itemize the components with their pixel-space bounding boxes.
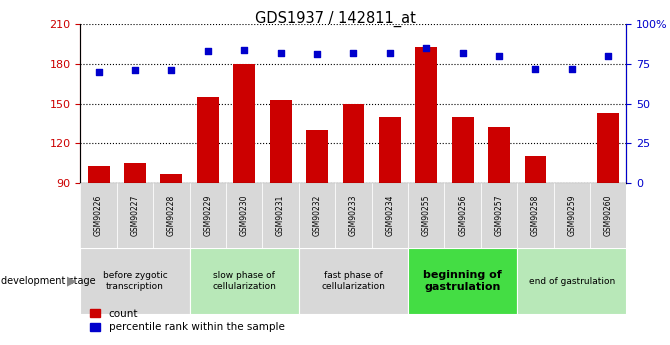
Text: GSM90259: GSM90259 [567,195,576,236]
Bar [263,183,299,248]
Text: GSM90260: GSM90260 [604,195,613,236]
Text: GSM90228: GSM90228 [167,195,176,236]
Bar [525,156,546,183]
Bar [415,47,437,183]
Legend: count, percentile rank within the sample: count, percentile rank within the sample [86,305,289,336]
Bar [408,248,517,314]
Bar [80,183,117,248]
Point [567,66,578,71]
Bar [124,163,146,183]
Text: GSM90256: GSM90256 [458,195,467,236]
Bar [306,130,328,183]
Text: GSM90232: GSM90232 [312,195,322,236]
Point [275,50,286,56]
Bar [190,248,299,314]
Point [348,50,359,56]
Text: fast phase of
cellularization: fast phase of cellularization [322,272,385,291]
Text: before zygotic
transcription: before zygotic transcription [103,272,168,291]
Bar [299,183,335,248]
Text: GSM90231: GSM90231 [276,195,285,236]
Point [421,45,431,51]
Bar [590,183,626,248]
Bar [488,127,510,183]
Text: slow phase of
cellularization: slow phase of cellularization [212,272,276,291]
Bar [197,97,218,183]
Bar [342,104,364,183]
Text: GSM90258: GSM90258 [531,195,540,236]
Bar [88,166,109,183]
Point [166,67,177,73]
Point [385,50,395,56]
Bar [299,248,408,314]
Text: beginning of
gastrulation: beginning of gastrulation [423,270,502,292]
Bar [408,183,444,248]
Bar [598,113,619,183]
Text: ▶: ▶ [68,275,77,288]
Text: GSM90229: GSM90229 [203,195,212,236]
Point [457,50,468,56]
Point [603,53,614,59]
Text: GSM90226: GSM90226 [94,195,103,236]
Point [312,51,322,57]
Bar [517,248,626,314]
Point [239,47,249,52]
Bar [335,183,372,248]
Bar [153,183,190,248]
Point [93,69,104,75]
Bar [379,117,401,183]
Text: GSM90255: GSM90255 [421,195,431,236]
Bar [270,99,291,183]
Bar [233,64,255,183]
Point [530,66,541,71]
Text: GDS1937 / 142811_at: GDS1937 / 142811_at [255,10,415,27]
Bar [444,183,481,248]
Text: GSM90227: GSM90227 [131,195,139,236]
Bar [517,183,553,248]
Text: end of gastrulation: end of gastrulation [529,277,615,286]
Bar [452,117,474,183]
Bar [161,174,182,183]
Point [202,48,213,54]
Text: GSM90257: GSM90257 [494,195,504,236]
Text: GSM90234: GSM90234 [385,195,395,236]
Bar [481,183,517,248]
Bar [80,248,190,314]
Text: development stage: development stage [1,276,96,286]
Text: GSM90233: GSM90233 [349,195,358,236]
Bar [561,183,583,186]
Bar [553,183,590,248]
Bar [372,183,408,248]
Bar [190,183,226,248]
Text: GSM90230: GSM90230 [240,195,249,236]
Bar [226,183,263,248]
Bar [117,183,153,248]
Point [129,67,141,73]
Point [494,53,505,59]
